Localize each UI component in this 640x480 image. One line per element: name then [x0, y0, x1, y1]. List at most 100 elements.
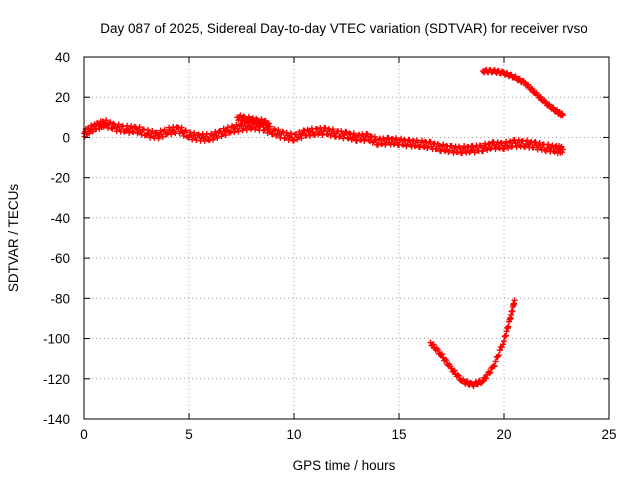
data-point	[222, 132, 229, 139]
data-point	[375, 141, 381, 148]
data-point	[159, 133, 166, 140]
data-point	[383, 139, 390, 146]
data-point	[262, 117, 269, 124]
data-point	[193, 137, 200, 144]
data-point	[279, 128, 286, 135]
data-point	[499, 341, 506, 348]
y-tick-label: -120	[43, 372, 70, 387]
data-point	[136, 124, 143, 131]
data-point	[265, 120, 272, 127]
data-point	[142, 132, 149, 139]
y-tick-label: 40	[55, 50, 70, 65]
data-point	[522, 143, 528, 150]
data-point	[483, 375, 490, 382]
data-point	[480, 148, 486, 155]
data-point	[358, 136, 365, 143]
data-point	[238, 122, 245, 129]
data-point	[224, 124, 231, 131]
y-axis-label: SDTVAR / TECUs	[6, 184, 21, 293]
series-main-band	[81, 117, 566, 157]
data-point	[465, 144, 472, 151]
data-point	[480, 378, 486, 385]
data-point	[134, 130, 141, 137]
data-point	[245, 113, 252, 120]
data-point	[477, 143, 484, 150]
data-point	[350, 130, 357, 137]
data-point	[243, 126, 250, 133]
data-point	[420, 143, 427, 150]
data-point	[550, 104, 557, 111]
data-point	[108, 124, 115, 131]
data-point	[411, 143, 418, 150]
data-point	[389, 136, 396, 143]
data-point	[485, 141, 492, 148]
data-point	[355, 132, 362, 139]
data-point	[537, 93, 544, 100]
data-point	[450, 149, 457, 156]
data-point	[130, 129, 137, 136]
data-point	[532, 139, 539, 146]
data-point	[423, 139, 430, 146]
data-point	[478, 379, 485, 386]
data-point	[145, 127, 152, 134]
data-point	[434, 346, 441, 353]
data-point	[507, 138, 514, 145]
data-point	[496, 347, 503, 354]
data-point	[306, 132, 313, 139]
data-point	[264, 121, 271, 128]
data-point	[228, 128, 234, 135]
data-point	[484, 146, 491, 153]
data-point	[440, 141, 447, 148]
data-point	[260, 127, 267, 134]
data-point	[454, 371, 461, 378]
data-point	[439, 351, 446, 358]
y-tick-label: -20	[50, 171, 70, 186]
data-point	[492, 146, 499, 153]
data-point	[291, 137, 297, 144]
data-point	[364, 131, 371, 138]
data-point	[344, 134, 351, 141]
data-point	[140, 126, 147, 133]
data-point	[528, 85, 535, 92]
data-point	[109, 125, 116, 132]
data-point	[474, 381, 481, 388]
data-point	[178, 124, 185, 131]
data-point	[442, 356, 449, 363]
data-point	[115, 121, 122, 128]
data-point	[149, 128, 156, 135]
data-point	[264, 129, 271, 136]
data-point	[347, 131, 354, 138]
data-point	[249, 124, 255, 131]
data-point	[336, 133, 343, 140]
data-point	[421, 144, 428, 150]
data-point	[498, 140, 505, 147]
data-point	[237, 112, 244, 119]
x-tick-label: 5	[185, 427, 193, 442]
data-point	[516, 75, 523, 82]
data-point	[430, 341, 437, 348]
data-point	[319, 132, 326, 139]
y-tick-label: -60	[50, 251, 70, 266]
data-point	[501, 146, 507, 153]
data-point	[545, 141, 552, 148]
tick-labels: 0 5 10 15 20 25 -140 -120 -100 -80 -60 -40 -20 0 20 40	[43, 50, 617, 442]
data-point	[419, 137, 426, 144]
x-tick-label: 25	[601, 427, 616, 442]
x-tick-label: 15	[391, 427, 406, 442]
data-point	[550, 147, 557, 154]
data-point	[402, 137, 409, 144]
data-point	[258, 116, 265, 123]
data-point	[495, 352, 502, 359]
data-point	[488, 144, 495, 151]
data-point	[495, 144, 502, 151]
data-point	[487, 145, 494, 152]
data-point	[376, 136, 383, 143]
data-point	[210, 136, 217, 143]
data-point	[464, 378, 471, 385]
series-upper-arc	[480, 66, 566, 119]
data-point	[451, 367, 458, 374]
data-point	[161, 126, 168, 133]
data-point	[126, 129, 133, 136]
data-point	[398, 135, 405, 142]
